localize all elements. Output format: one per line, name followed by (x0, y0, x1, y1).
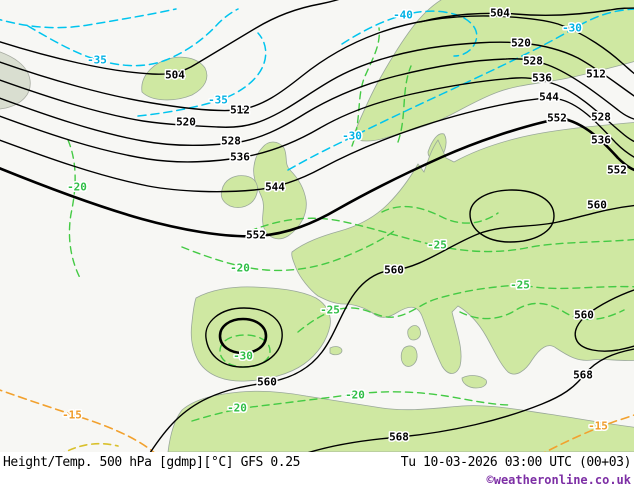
temp-contour-label: -30 (342, 130, 362, 143)
height-contour-520 (0, 41, 634, 128)
height-contour-label: 544 (539, 91, 559, 104)
footer-row: Height/Temp. 500 hPa [gdmp][°C] GFS 0.25… (0, 455, 634, 470)
temp-contour-cyan (27, 8, 239, 67)
height-contour-560-closed (469, 189, 555, 243)
height-contour-label: 512 (586, 68, 606, 81)
height-contour-cutoff-outer (205, 307, 283, 368)
temp-contour-label: -20 (227, 402, 247, 415)
temp-contour-cyan (341, 10, 478, 57)
height-contour-label: 536 (532, 72, 552, 85)
land-continental-europe (291, 122, 634, 375)
height-contour-544 (0, 97, 634, 193)
temp-contour-green (381, 205, 499, 224)
temp-contour-green (459, 302, 625, 321)
temp-contour-green (249, 217, 634, 253)
temp-contours-green-layer (67, 27, 634, 422)
height-contour-label: 528 (221, 135, 241, 148)
land-iceland (141, 56, 208, 101)
height-contour-label: 560 (257, 376, 277, 389)
temp-contour-cyan (0, 8, 177, 29)
land-sicily (461, 375, 487, 389)
height-contour-504 (0, 0, 340, 75)
height-contour-552 (0, 117, 634, 238)
temp-contour-green (397, 65, 412, 143)
temp-contour-cyan (137, 32, 267, 117)
contour-labels-layer: 504 504 512 512 520 520 528 528 528 536 536 536 544 5… (61, 5, 629, 445)
temp-contour-label: -20 (67, 181, 87, 194)
temp-contour-label: -35 (87, 54, 107, 67)
map-datetime: Tu 10-03-2026 03:00 UTC (00+03) (400, 455, 632, 470)
temp-contour-label: -20 (345, 389, 365, 402)
height-contour-label: 552 (607, 164, 627, 177)
height-contour-label: 560 (574, 309, 594, 322)
height-contour-label: 512 (230, 104, 250, 117)
land-balearics (329, 346, 343, 356)
temp-contour-label: -25 (510, 279, 530, 292)
land-great-britain (253, 141, 307, 240)
land-sardinia (400, 345, 418, 367)
temp-contour-orange (543, 414, 634, 452)
height-contour-label: 520 (176, 116, 196, 129)
height-contour-label: 504 (165, 69, 185, 82)
temp-contour-cyan (287, 8, 634, 171)
height-contour-528 (0, 58, 634, 147)
temp-contour-green (191, 391, 513, 422)
temp-contour-green (67, 139, 81, 279)
temp-contour-orange (0, 389, 155, 452)
temp-contour-green-closed-iberia (219, 334, 271, 368)
height-contours-layer (0, 0, 634, 452)
temp-contour-label: -15 (62, 409, 82, 422)
temp-contour-label: -35 (208, 94, 228, 107)
height-contour-560 (149, 204, 634, 452)
height-contour-512 (0, 15, 634, 112)
temp-contour-label: -25 (320, 304, 340, 317)
height-contour-536 (0, 77, 634, 163)
height-contour-label: 544 (265, 181, 285, 194)
map-title: Height/Temp. 500 hPa [gdmp][°C] GFS 0.25 (3, 455, 301, 470)
temp-contour-green (181, 230, 395, 272)
height-contour-label: 568 (389, 431, 409, 444)
temp-contour-label: -25 (427, 239, 447, 252)
height-contour-label: 504 (490, 7, 510, 20)
temp-contour-label: -30 (562, 22, 582, 35)
temp-contour-label: -30 (233, 350, 253, 363)
temp-contour-green (351, 27, 381, 147)
height-contour-label: 536 (591, 134, 611, 147)
height-contour-label: 528 (523, 55, 543, 68)
map-area: 504 504 512 512 520 520 528 528 528 536 536 536 544 5… (0, 0, 634, 452)
height-contour-label: 520 (511, 37, 531, 50)
land-greenland-tip (0, 51, 31, 110)
temp-contours-orange-layer (0, 389, 634, 452)
height-contour-568 (307, 348, 634, 452)
height-contour-cutoff-inner (218, 317, 268, 355)
height-contour-label: 536 (230, 151, 250, 164)
height-contour-560-east (574, 289, 634, 352)
height-contour-label: 552 (246, 229, 266, 242)
height-contour-label: 568 (573, 369, 593, 382)
height-contour-label: 552 (547, 112, 567, 125)
height-contour-label: 528 (591, 111, 611, 124)
temp-contour-label: -20 (230, 262, 250, 275)
height-contour-504-east (419, 7, 634, 23)
height-contour-label: 560 (587, 199, 607, 212)
copyright-text: ©weatheronline.co.uk (486, 473, 632, 487)
temp-contour-label: -15 (588, 420, 608, 433)
temp-contour-label: -40 (393, 9, 413, 22)
weather-map-svg: 504 504 512 512 520 520 528 528 528 536 536 536 544 5… (0, 0, 634, 452)
temp-contours-cyan-layer (0, 8, 634, 171)
footer-bar: Height/Temp. 500 hPa [gdmp][°C] GFS 0.25… (0, 452, 634, 490)
land-north-africa (167, 390, 634, 452)
land-corsica (407, 325, 421, 341)
height-contour-label: 560 (384, 264, 404, 277)
